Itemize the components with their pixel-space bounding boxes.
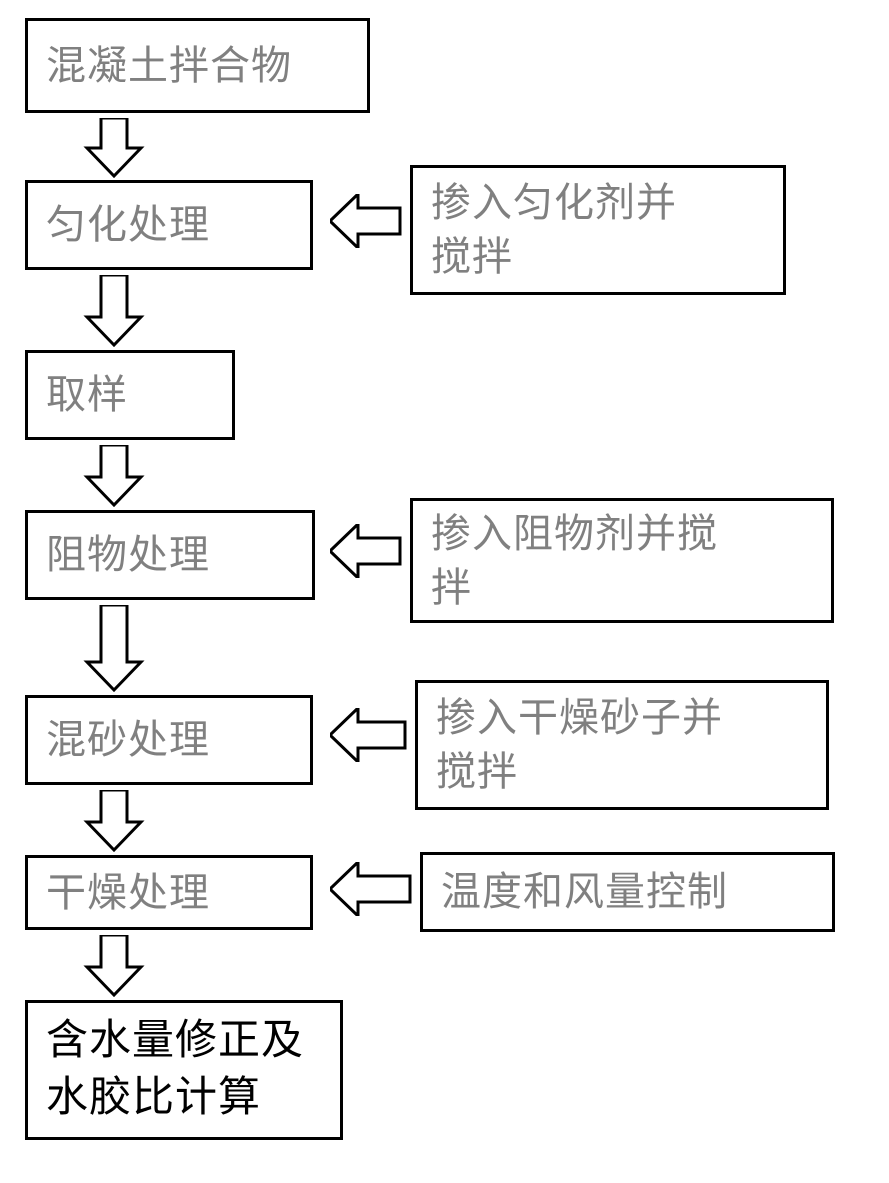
flowchart-node-s6: 温度和风量控制 [420,852,835,932]
arrow-down [73,118,155,183]
arrow-left [330,708,407,767]
flowchart-node-n5: 混砂处理 [25,695,313,785]
arrow-down [73,445,155,512]
arrow-down [73,605,155,697]
arrow-down [73,790,155,857]
flowchart-node-s2: 掺入匀化剂并 搅拌 [410,165,786,295]
flowchart-node-n3: 取样 [25,350,235,440]
node-label: 温度和风量控制 [441,865,728,919]
flowchart-node-s4: 掺入阻物剂并搅 拌 [410,498,834,623]
flowchart-node-n7: 含水量修正及 水胶比计算 [25,1000,343,1140]
node-label: 混砂处理 [46,713,210,767]
flowchart-node-n4: 阻物处理 [25,510,315,600]
node-label: 混凝土拌合物 [46,39,292,93]
node-label: 干燥处理 [46,866,210,920]
node-label: 掺入阻物剂并搅 拌 [431,507,718,615]
flowchart-node-n6: 干燥处理 [25,855,313,930]
flowchart-node-n2: 匀化处理 [25,180,313,270]
arrow-down [73,275,155,352]
node-label: 含水量修正及 水胶比计算 [46,1013,304,1126]
flowchart-node-s5: 掺入干燥砂子并 搅拌 [415,680,829,810]
arrow-left [330,862,412,921]
arrow-down [73,935,155,1002]
node-label: 取样 [46,368,128,422]
arrow-left [330,524,402,583]
node-label: 掺入干燥砂子并 搅拌 [436,691,723,799]
arrow-left [330,194,402,253]
node-label: 掺入匀化剂并 搅拌 [431,176,677,284]
node-label: 匀化处理 [46,198,210,252]
node-label: 阻物处理 [46,528,210,582]
flowchart-node-n1: 混凝土拌合物 [25,18,370,113]
